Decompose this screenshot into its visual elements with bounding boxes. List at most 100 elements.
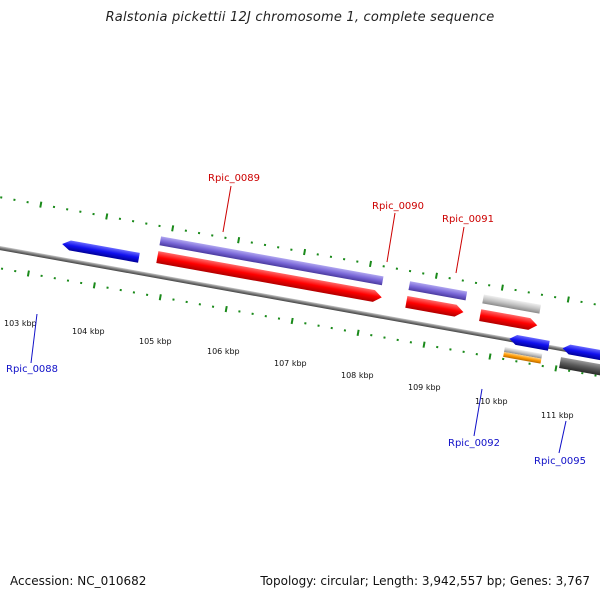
minor-tick: [581, 371, 584, 375]
cds-arrow-rpic-0091[interactable]: [479, 309, 538, 331]
minor-tick: [118, 217, 122, 220]
major-tick: [368, 260, 373, 268]
major-tick: [237, 237, 241, 244]
minor-tick: [370, 334, 373, 337]
minor-tick: [540, 293, 544, 296]
major-tick: [356, 329, 360, 336]
tick-label-110: 110 kbp: [475, 397, 508, 406]
minor-tick: [264, 315, 267, 318]
minor-tick: [528, 362, 531, 365]
gene-label-rpic-0092[interactable]: Rpic_0092: [448, 438, 500, 449]
minor-tick: [158, 224, 161, 228]
minor-tick: [263, 243, 267, 247]
tick-label-109: 109 kbp: [408, 383, 441, 392]
minor-tick: [66, 279, 70, 282]
gene-bar-rpic-0092-rna[interactable]: [503, 351, 542, 364]
page-title: Ralstonia pickettii 12J chromosome 1, co…: [105, 10, 495, 25]
backbone: [0, 236, 600, 375]
cds-arrow-rpic-0090[interactable]: [405, 295, 464, 318]
minor-tick: [488, 284, 491, 287]
cds-arrow-rpic-0092[interactable]: [509, 334, 550, 351]
gene-bar-rpic-0095-dark[interactable]: [559, 357, 600, 384]
tick-label-106: 106 kbp: [207, 347, 240, 356]
leader-line-rpic-0091: [455, 226, 465, 274]
minor-tick: [277, 317, 281, 320]
gene-bar-rpic-0090[interactable]: [408, 281, 468, 301]
minor-tick: [594, 374, 597, 377]
major-tick: [290, 317, 294, 325]
tick-label-111: 111 kbp: [541, 411, 574, 420]
minor-tick: [356, 260, 359, 263]
minor-tick: [474, 281, 478, 285]
minor-tick: [290, 248, 293, 251]
gene-label-rpic-0090[interactable]: Rpic_0090: [372, 201, 424, 212]
minor-tick: [317, 324, 320, 327]
minor-tick: [0, 196, 3, 199]
minor-tick: [13, 198, 16, 202]
leader-line-rpic-0088: [30, 313, 38, 364]
minor-tick: [79, 210, 82, 213]
cds-arrow-rpic-0095[interactable]: [562, 343, 600, 370]
minor-tick: [342, 258, 346, 261]
major-tick: [303, 248, 307, 256]
minor-tick: [408, 269, 412, 273]
minor-tick: [131, 220, 135, 223]
minor-tick: [52, 205, 56, 209]
gene-bar-rpic-0089[interactable]: [159, 236, 384, 286]
minor-tick: [553, 295, 557, 299]
minor-tick: [106, 286, 109, 289]
leader-line-rpic-0089: [222, 185, 232, 233]
minor-tick: [14, 269, 17, 273]
gene-label-rpic-0089[interactable]: Rpic_0089: [208, 173, 260, 184]
major-tick: [224, 305, 228, 313]
cds-arrow-rpic-0088[interactable]: [61, 239, 140, 263]
minor-tick: [79, 281, 83, 285]
minor-tick: [395, 267, 399, 270]
major-tick: [105, 213, 109, 220]
leader-line-rpic-0090: [386, 212, 396, 263]
gene-label-rpic-0088[interactable]: Rpic_0088: [6, 364, 58, 375]
minor-tick: [132, 291, 136, 294]
minor-tick: [238, 310, 241, 313]
minor-tick: [172, 298, 175, 301]
minor-tick: [567, 369, 571, 372]
tick-label-104: 104 kbp: [72, 327, 105, 336]
minor-tick: [515, 360, 518, 363]
top-tick-row: [0, 196, 596, 306]
gene-bar-rpic-0092-gray[interactable]: [504, 347, 543, 359]
accession-label: Accession: NC_010682: [10, 574, 147, 588]
topology-label: Topology: circular; Length: 3,942,557 bp…: [260, 574, 590, 588]
minor-tick: [448, 276, 451, 280]
minor-tick: [145, 293, 149, 297]
minor-tick: [224, 236, 227, 239]
gene-bar-rpic-0091[interactable]: [482, 294, 541, 314]
minor-tick: [580, 300, 583, 304]
minor-tick: [26, 201, 29, 204]
cds-arrow-rpic-0089[interactable]: [156, 251, 383, 303]
minor-tick: [462, 350, 465, 353]
minor-tick: [0, 267, 4, 270]
minor-tick: [211, 234, 214, 237]
gene-label-rpic-0091[interactable]: Rpic_0091: [442, 214, 494, 225]
minor-tick: [185, 300, 188, 304]
minor-tick: [119, 288, 122, 292]
minor-tick: [422, 272, 425, 275]
minor-tick: [197, 231, 201, 235]
minor-tick: [409, 341, 413, 344]
major-tick: [488, 353, 492, 360]
major-tick: [92, 282, 96, 289]
minor-tick: [316, 253, 319, 256]
major-tick: [566, 296, 570, 303]
minor-tick: [449, 348, 452, 351]
gene-label-rpic-0095[interactable]: Rpic_0095: [534, 456, 586, 467]
tick-label-108: 108 kbp: [341, 371, 374, 380]
tick-label-105: 105 kbp: [139, 337, 172, 346]
bottom-tick-row: [0, 267, 597, 377]
minor-tick: [593, 303, 596, 306]
major-tick: [554, 365, 558, 372]
minor-tick: [304, 322, 307, 325]
minor-tick: [330, 326, 333, 330]
minor-tick: [396, 338, 399, 342]
minor-tick: [514, 288, 517, 292]
